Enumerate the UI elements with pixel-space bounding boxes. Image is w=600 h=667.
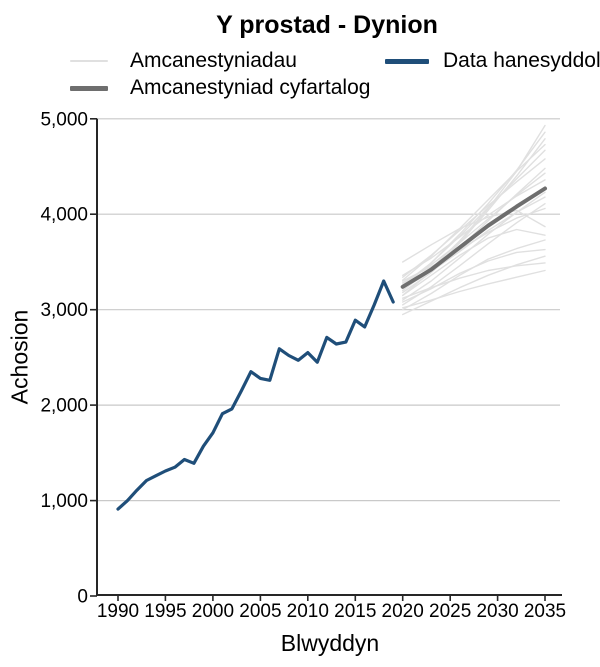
y-tick-label: 4,000 [40,205,88,226]
legend-label-projections: Amcanestyniadau [130,49,297,72]
axes [90,118,562,601]
y-tick-label: 3,000 [40,300,88,321]
projection-line [402,149,546,286]
projection-line [402,207,546,282]
x-tick-label: 2000 [192,601,234,622]
x-tick-label: 2020 [382,601,424,622]
gridlines [97,118,560,502]
mean-projection-line [400,186,547,289]
x-tick-label: 1990 [97,601,139,622]
x-tick-label: 2030 [476,601,518,622]
y-tick-label: 2,000 [40,396,88,417]
y-tick-label: 1,000 [40,491,88,512]
legend-item-projections: Amcanestyniadau [70,49,297,73]
projection-line [402,228,546,297]
x-tick-label: 1995 [144,601,186,622]
legend-item-historical: Data hanesyddol [385,49,600,73]
projection-line [402,179,546,276]
x-tick-label: 2035 [524,601,566,622]
historical-line-swatch-icon [385,58,429,64]
projection-lines [402,124,546,316]
y-tick-label: 0 [77,587,88,608]
x-tick-label: 2025 [429,601,471,622]
mean-line-swatch-icon [70,85,108,91]
projection-line [402,248,546,303]
legend-label-mean-projection: Amcanestyniad cyfartalog [130,76,371,99]
chart-title: Y prostad - Dynion [216,11,438,39]
legend-item-mean-projection: Amcanestyniad cyfartalog [70,76,370,100]
x-tick-label: 2015 [334,601,376,622]
historical-line [116,279,395,511]
legend-label-historical: Data hanesyddol [443,49,600,72]
projection-line-swatch-icon [70,60,108,62]
y-tick-label: 5,000 [40,109,88,130]
projection-line [402,172,546,284]
x-axis-title: Blwyddyn [280,630,380,656]
projection-line [402,269,546,309]
projection-line [402,143,546,281]
projection-line [402,255,546,316]
projection-line [402,209,546,263]
projection-line [402,131,546,288]
historical-path [116,279,395,511]
projection-line [402,158,546,278]
mean-projection-path [400,186,547,289]
x-tick-label: 2010 [287,601,329,622]
x-tick-label: 2005 [239,601,281,622]
projection-line [402,262,546,299]
